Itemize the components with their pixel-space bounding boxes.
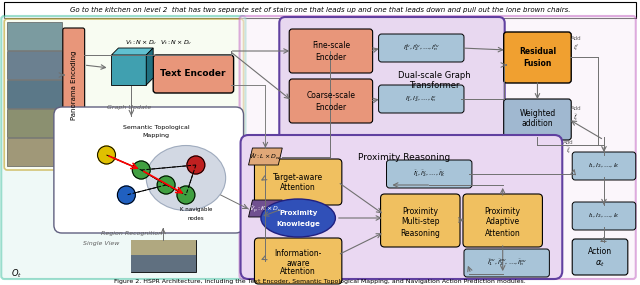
Bar bbox=[131, 240, 196, 272]
Text: $l_1^c, l_2^c, \ldots, l_n^c$: $l_1^c, l_2^c, \ldots, l_n^c$ bbox=[406, 94, 437, 104]
Text: $l_t^f$: $l_t^f$ bbox=[573, 42, 579, 53]
Text: Panorama Encoding: Panorama Encoding bbox=[71, 50, 77, 120]
FancyBboxPatch shape bbox=[379, 34, 464, 62]
Text: Proximity: Proximity bbox=[484, 207, 521, 217]
Text: Proximity: Proximity bbox=[403, 207, 438, 217]
Text: Proximity Reasoning: Proximity Reasoning bbox=[358, 152, 451, 162]
FancyBboxPatch shape bbox=[239, 16, 636, 279]
Circle shape bbox=[157, 176, 175, 194]
Text: $\tilde{l}_1^{pv}, \tilde{l}_2^{pv}, \ldots, \tilde{l}_n^{pv}$: $\tilde{l}_1^{pv}, \tilde{l}_2^{pv}, \ld… bbox=[487, 258, 527, 268]
Text: $\hat{V}_p: K\times D_v$: $\hat{V}_p: K\times D_v$ bbox=[249, 203, 282, 215]
Text: K navigable: K navigable bbox=[180, 207, 212, 213]
FancyBboxPatch shape bbox=[572, 239, 628, 275]
Text: Target-aware: Target-aware bbox=[273, 172, 323, 182]
FancyBboxPatch shape bbox=[504, 99, 572, 140]
Bar bbox=[131, 240, 196, 255]
FancyBboxPatch shape bbox=[1, 16, 246, 279]
FancyBboxPatch shape bbox=[463, 194, 543, 247]
Text: $l_1, l_2, \ldots, l_K$: $l_1, l_2, \ldots, l_K$ bbox=[588, 162, 620, 170]
Text: Text Encoder: Text Encoder bbox=[160, 70, 226, 78]
Text: Encoder: Encoder bbox=[316, 52, 346, 62]
Text: Encoder: Encoder bbox=[316, 103, 346, 111]
Text: Proximity: Proximity bbox=[279, 210, 317, 216]
FancyBboxPatch shape bbox=[572, 152, 636, 180]
Text: Dual-scale Graph: Dual-scale Graph bbox=[398, 70, 470, 80]
Text: Attention: Attention bbox=[280, 268, 316, 276]
Bar bbox=[7, 138, 62, 166]
Text: $\tilde{l}_t^f$: $\tilde{l}_t^f$ bbox=[573, 113, 579, 123]
Text: Figure 2. HSPR Architecture, including the Text Encoder, Semantic Topological Ma: Figure 2. HSPR Architecture, including t… bbox=[114, 278, 526, 284]
Text: Information-: Information- bbox=[275, 249, 322, 258]
Text: Multi-step: Multi-step bbox=[401, 217, 440, 227]
Text: $O_t$: $O_t$ bbox=[11, 268, 22, 280]
FancyBboxPatch shape bbox=[241, 135, 563, 279]
Text: Fine-scale: Fine-scale bbox=[312, 42, 350, 50]
Text: Coarse-scale: Coarse-scale bbox=[307, 91, 355, 101]
FancyBboxPatch shape bbox=[279, 17, 505, 144]
FancyBboxPatch shape bbox=[289, 79, 372, 123]
FancyBboxPatch shape bbox=[255, 238, 342, 284]
Polygon shape bbox=[146, 48, 153, 85]
FancyBboxPatch shape bbox=[464, 249, 549, 277]
Text: Action: Action bbox=[588, 247, 612, 256]
Text: Attention: Attention bbox=[485, 229, 520, 237]
FancyBboxPatch shape bbox=[572, 202, 636, 230]
Text: $\tilde{l}_t^f$: $\tilde{l}_t^f$ bbox=[566, 146, 571, 156]
Text: Fusion: Fusion bbox=[524, 58, 552, 68]
Text: Add: Add bbox=[571, 36, 582, 40]
Text: $\alpha_t$: $\alpha_t$ bbox=[595, 259, 605, 269]
Text: Attention: Attention bbox=[280, 184, 316, 192]
FancyBboxPatch shape bbox=[379, 85, 464, 113]
Text: Transformer: Transformer bbox=[409, 80, 460, 89]
Polygon shape bbox=[248, 148, 282, 165]
Bar bbox=[131, 255, 196, 272]
Text: Single View: Single View bbox=[83, 241, 120, 247]
Text: Semantic Topological: Semantic Topological bbox=[123, 125, 189, 131]
Polygon shape bbox=[248, 200, 282, 217]
Text: Residual: Residual bbox=[519, 48, 556, 56]
Bar bbox=[7, 109, 62, 137]
Bar bbox=[7, 51, 62, 79]
Text: Reasoning: Reasoning bbox=[401, 229, 440, 237]
Circle shape bbox=[117, 186, 135, 204]
Text: Weighted: Weighted bbox=[519, 109, 556, 119]
Circle shape bbox=[97, 146, 115, 164]
Circle shape bbox=[187, 156, 205, 174]
FancyBboxPatch shape bbox=[387, 160, 472, 188]
FancyBboxPatch shape bbox=[381, 194, 460, 247]
Text: $V_t: N\times D_v$: $V_t: N\times D_v$ bbox=[160, 38, 192, 47]
Text: Region Recognition: Region Recognition bbox=[100, 231, 162, 235]
Ellipse shape bbox=[146, 146, 226, 211]
FancyBboxPatch shape bbox=[289, 29, 372, 73]
Text: aware: aware bbox=[287, 258, 310, 268]
Text: $\tilde{l}_1^v, \tilde{l}_2^v, \ldots, \tilde{l}_K^v$: $\tilde{l}_1^v, \tilde{l}_2^v, \ldots, \… bbox=[413, 169, 445, 179]
Text: Adaptive: Adaptive bbox=[486, 217, 520, 227]
Text: $V_t: N\times D_v$: $V_t: N\times D_v$ bbox=[125, 38, 157, 47]
Polygon shape bbox=[111, 48, 153, 55]
Text: $\hat{W}: L\times D_w$: $\hat{W}: L\times D_w$ bbox=[249, 152, 282, 162]
Ellipse shape bbox=[261, 199, 335, 237]
FancyBboxPatch shape bbox=[4, 19, 244, 170]
FancyBboxPatch shape bbox=[63, 28, 84, 142]
Text: Graph Update: Graph Update bbox=[108, 105, 152, 111]
Bar bbox=[7, 80, 62, 108]
Polygon shape bbox=[111, 55, 146, 85]
FancyBboxPatch shape bbox=[54, 107, 244, 233]
Text: addition: addition bbox=[522, 119, 553, 129]
Text: $l_1, l_2, \ldots, l_K$: $l_1, l_2, \ldots, l_K$ bbox=[588, 211, 620, 220]
Bar bbox=[7, 22, 62, 50]
Circle shape bbox=[177, 186, 195, 204]
Circle shape bbox=[132, 161, 150, 179]
Text: Mapping: Mapping bbox=[143, 133, 170, 139]
Text: Add: Add bbox=[571, 105, 582, 111]
FancyBboxPatch shape bbox=[504, 32, 572, 83]
Text: Add: Add bbox=[563, 141, 573, 146]
Text: Go to the kitchen on level 2  that has two separate set of stairs one that leads: Go to the kitchen on level 2 that has tw… bbox=[70, 7, 570, 13]
Text: Knowledge: Knowledge bbox=[276, 221, 320, 227]
FancyBboxPatch shape bbox=[255, 159, 342, 205]
Text: $l_1^{fv}, l_2^{fv}, \ldots, l_n^{fv}$: $l_1^{fv}, l_2^{fv}, \ldots, l_n^{fv}$ bbox=[403, 42, 440, 53]
Bar bbox=[4, 2, 636, 18]
Text: nodes: nodes bbox=[188, 215, 204, 221]
FancyBboxPatch shape bbox=[153, 55, 234, 93]
